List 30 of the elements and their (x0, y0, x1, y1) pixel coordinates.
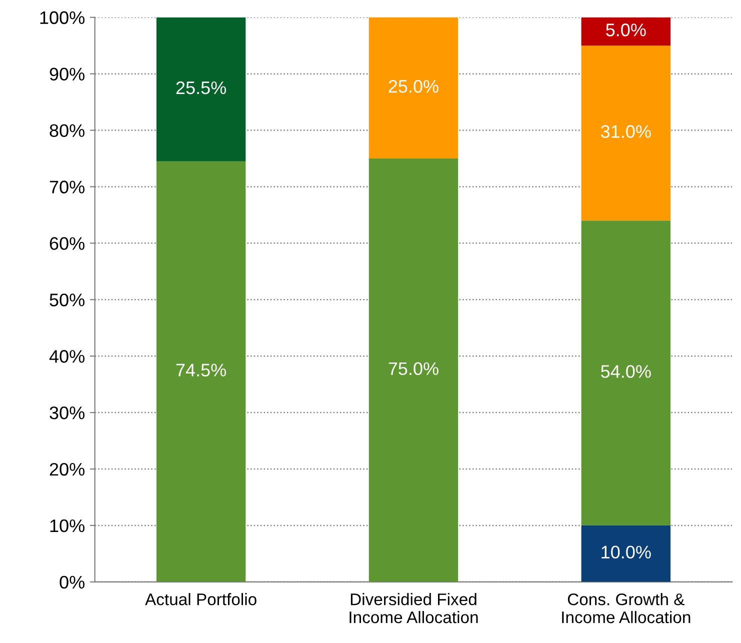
data-label: 25.5% (176, 81, 226, 94)
y-tick-label: 10% (50, 519, 84, 532)
data-label: 25.0% (388, 80, 438, 93)
y-tick-label: 0% (60, 576, 84, 589)
y-tick-label: 70% (50, 180, 84, 194)
y-tick-label: 30% (50, 406, 84, 420)
y-tick-label: 80% (50, 124, 84, 137)
y-tick-label: 50% (50, 294, 84, 306)
data-label: 10.0% (602, 546, 651, 559)
data-label: 31.0% (600, 125, 651, 138)
bar (368, 17, 458, 158)
y-tick-label: 100% (40, 11, 84, 24)
data-label: 5.0% (606, 24, 646, 36)
x-tick-label: Diversidied Fixed Income Allocation (350, 593, 478, 624)
y-tick-label: 90% (50, 68, 84, 81)
x-tick-label: Actual Portfolio (145, 593, 256, 606)
bar (368, 158, 458, 582)
x-tick-label: Cons. Growth & Income Allocation (562, 593, 690, 624)
bar (581, 17, 671, 46)
data-label: 54.0% (601, 365, 651, 378)
bar (581, 46, 671, 221)
data-label: 75.0% (388, 362, 438, 376)
bar (581, 525, 671, 582)
bar (581, 220, 671, 526)
data-label: 74.5% (176, 364, 226, 376)
y-tick-label: 40% (49, 350, 84, 363)
bar (156, 17, 246, 162)
y-tick-label: 60% (50, 237, 84, 250)
bar (156, 161, 246, 582)
y-tick-label: 20% (50, 462, 84, 476)
